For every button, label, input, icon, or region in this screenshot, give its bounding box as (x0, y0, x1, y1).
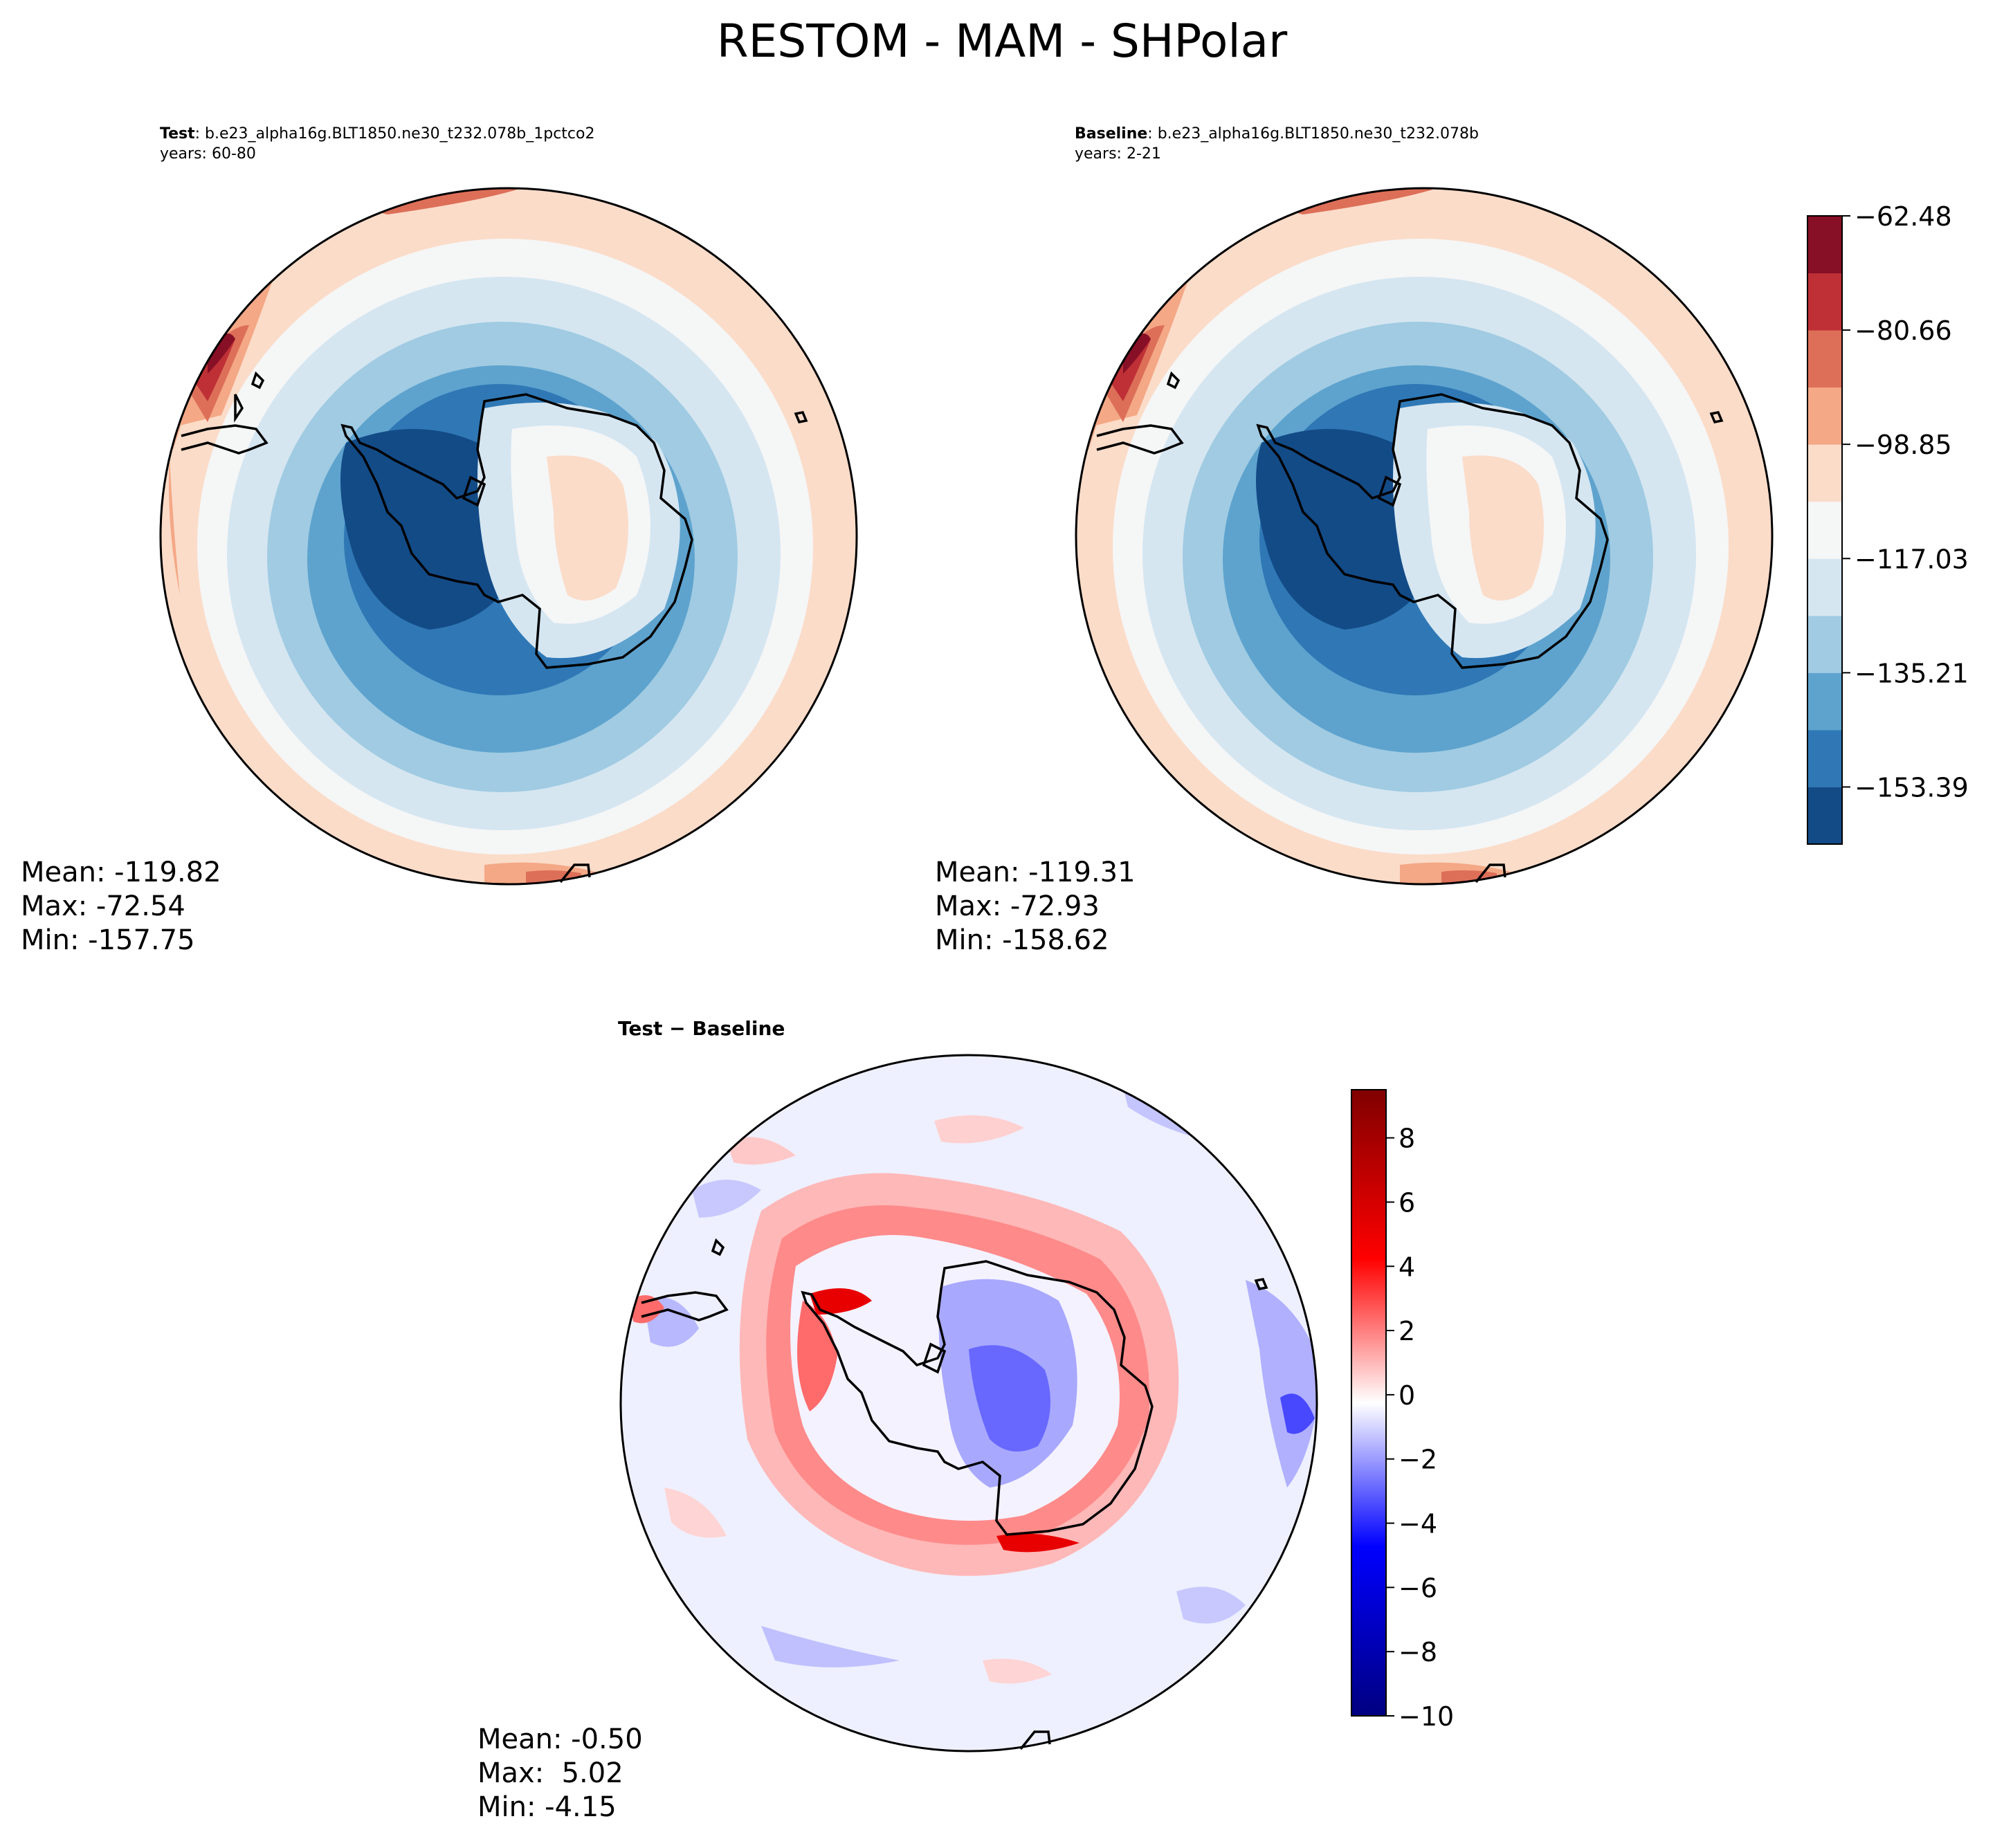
test-max-label: Max: -72.54 (21, 890, 185, 922)
diff-hotspot-1 (810, 1288, 872, 1315)
diff-colorbar-gradient (1351, 1089, 1387, 1717)
baseline-colorbar-band (1807, 387, 1842, 445)
diff-colorbar-tick-label: 0 (1399, 1380, 1415, 1411)
test-coastline (181, 371, 808, 884)
test-years: years: 60-80 (160, 145, 256, 163)
diff-colorbar-tick-label: −4 (1399, 1509, 1437, 1539)
baseline-max-label: Max: -72.93 (935, 890, 1100, 922)
test-mean-label: Mean: -119.82 (21, 857, 221, 888)
baseline-colorbar-band (1807, 501, 1842, 559)
baseline-panel: Baseline: b.e23_alpha16g.BLT1850.ne30_t2… (935, 125, 1774, 956)
diff-colorbar: 8 6 4 2 0 −2 −4 −6 −8 −10 (1351, 1089, 1454, 1732)
baseline-colorbar-frame (1807, 215, 1843, 845)
baseline-min-label: Min: -158.62 (935, 924, 1109, 956)
baseline-title: Baseline: b.e23_alpha16g.BLT1850.ne30_t2… (1075, 125, 1479, 143)
baseline-colorbar-band (1807, 673, 1842, 731)
baseline-colorbar-tick-label: −62.48 (1855, 201, 1952, 232)
diff-colorbar-tick-label: −10 (1399, 1701, 1454, 1732)
figure-title: RESTOM - MAM - SHPolar (717, 15, 1288, 68)
diff-max-label: Max: 5.02 (477, 1757, 623, 1789)
baseline-years: years: 2-21 (1075, 145, 1161, 163)
diff-boundary (619, 1054, 1318, 1753)
baseline-colorbar-band (1807, 558, 1842, 616)
baseline-coastline (1096, 371, 1724, 884)
baseline-colorbar-tick-label: −80.66 (1855, 315, 1952, 346)
baseline-colorbar-band (1807, 273, 1842, 331)
test-panel: Test: b.e23_alpha16g.BLT1850.ne30_t232.0… (21, 125, 858, 956)
diff-coastline (641, 1238, 1268, 1750)
baseline-map (1076, 188, 1772, 884)
test-plateau-3 (547, 455, 628, 601)
baseline-colorbar-band (1807, 330, 1842, 388)
diff-colorbar-tick-label: 2 (1399, 1316, 1415, 1346)
baseline-colorbar-tick-label: −153.39 (1855, 772, 1969, 803)
baseline-colorbar-band (1807, 729, 1842, 787)
baseline-colorbar-band (1807, 787, 1842, 845)
test-min-label: Min: -157.75 (21, 924, 195, 956)
baseline-colorbar-band (1807, 216, 1842, 274)
baseline-colorbar-tick-label: −98.85 (1855, 430, 1952, 460)
test-boundary (159, 187, 858, 886)
baseline-colorbar-tick-label: −135.21 (1855, 658, 1969, 688)
diff-colorbar-tick-label: −2 (1399, 1445, 1437, 1475)
test-title: Test: b.e23_alpha16g.BLT1850.ne30_t232.0… (160, 125, 594, 143)
diff-colorbar-tick-label: 4 (1399, 1252, 1415, 1282)
baseline-boundary (1075, 187, 1774, 886)
diff-mean-label: Mean: -0.50 (477, 1723, 643, 1755)
diff-colorbar-tick-label: −6 (1399, 1573, 1437, 1603)
baseline-mean-label: Mean: -119.31 (935, 857, 1136, 888)
baseline-colorbar: −62.48 −80.66 −98.85 −117.03 −135.21 −153.39 (1807, 201, 1969, 845)
diff-colorbar-tick-label: 8 (1399, 1124, 1415, 1154)
diff-colorbar-tick-label: −8 (1399, 1637, 1437, 1667)
diff-min-label: Min: -4.15 (477, 1791, 617, 1823)
baseline-colorbar-tick-label: −117.03 (1855, 544, 1969, 574)
diff-map (621, 1055, 1317, 1751)
diff-colorbar-tick-label: 6 (1399, 1187, 1415, 1218)
baseline-colorbar-band (1807, 615, 1842, 673)
diff-title: Test − Baseline (618, 1017, 785, 1040)
baseline-colorbar-band (1807, 444, 1842, 502)
diff-panel: Test − Baseline (477, 1017, 1318, 1823)
diff-hotspot-2 (996, 1533, 1080, 1553)
